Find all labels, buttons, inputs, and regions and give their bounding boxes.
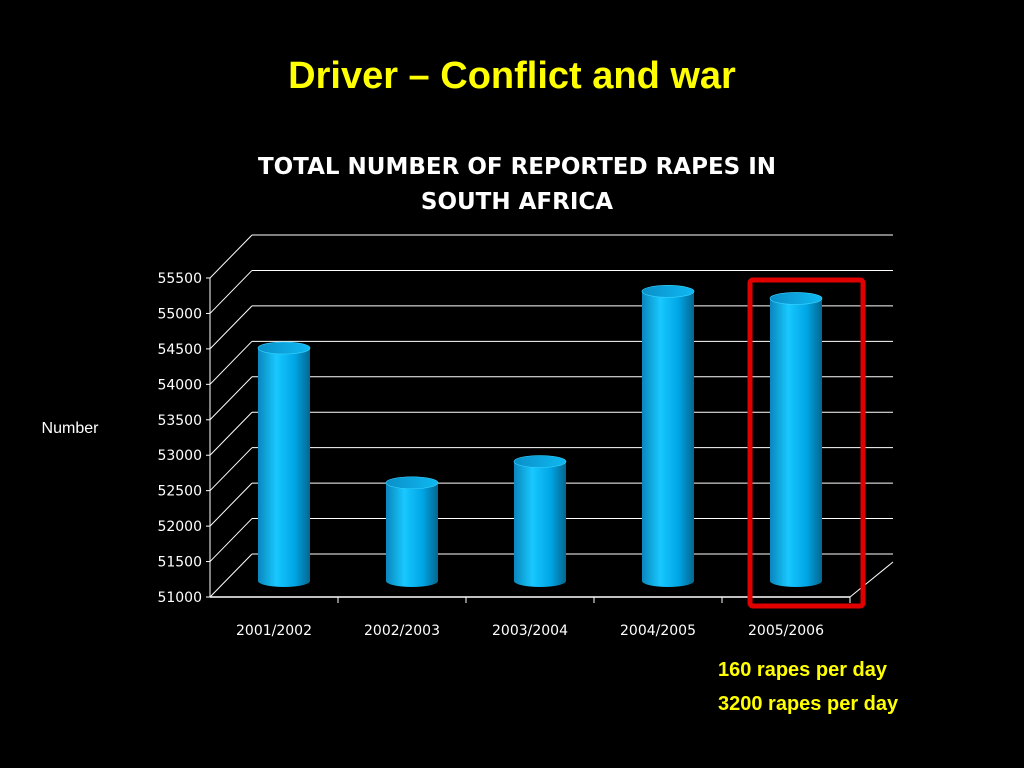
bar-top (769, 292, 823, 305)
bar-top (513, 455, 567, 468)
y-tick-label: 54000 (157, 377, 202, 393)
bar-top (385, 476, 439, 490)
gridline (209, 376, 253, 421)
y-tick-label: 55500 (157, 271, 202, 287)
bars (257, 285, 823, 587)
gridline (209, 482, 253, 527)
y-tick-label: 55000 (157, 306, 202, 322)
highlight-box (747, 277, 866, 609)
bar-body (258, 348, 310, 587)
bar-body (514, 461, 566, 587)
gridline (209, 553, 253, 598)
chart-title: TOTAL NUMBER OF REPORTED RAPES IN SOUTH … (257, 154, 777, 215)
gridline (209, 270, 253, 314)
x-tick-label: 2005/2006 (748, 623, 824, 639)
x-tick-label: 2001/2002 (236, 623, 312, 639)
y-tick-label: 51500 (157, 555, 202, 571)
bar-2003/2004 (513, 455, 567, 587)
y-axis-label: Number (42, 420, 100, 437)
x-tick-label: 2004/2005 (620, 623, 696, 639)
bar-2001/2002 (257, 341, 311, 587)
gridline (209, 447, 253, 492)
gridline (209, 305, 253, 350)
y-tick-label: 52500 (157, 484, 202, 500)
gridline (209, 518, 253, 562)
gridline (209, 340, 253, 385)
bar-body (642, 291, 694, 587)
note-rapes-per-day-1: 160 rapes per day (718, 659, 887, 681)
y-tick-label: 53500 (157, 413, 202, 429)
axis-labels: 51000 51500 52000 52500 53000 53500 54000 54500… (157, 271, 824, 639)
note-rapes-per-day-2: 3200 rapes per day (718, 693, 899, 715)
y-tick-label: 54500 (157, 342, 202, 358)
bar-body (386, 482, 438, 587)
gridline (209, 234, 253, 279)
slide-title: Driver – Conflict and war (288, 55, 736, 97)
y-tick-label: 51000 (157, 590, 202, 606)
bar-2004/2005 (641, 285, 695, 587)
bar-top (257, 341, 311, 355)
bar-2005/2006 (769, 292, 823, 587)
bar-top (641, 285, 695, 298)
x-tick-label: 2003/2004 (492, 623, 568, 639)
y-tick-label: 53000 (157, 448, 202, 464)
gridlines (206, 234, 894, 603)
x-tick-label: 2002/2003 (364, 623, 440, 639)
floor-edge (849, 561, 894, 598)
gridline (209, 411, 253, 456)
y-tick-label: 52000 (157, 519, 202, 535)
bar-2002/2003 (385, 476, 439, 587)
bar-body (770, 298, 822, 587)
